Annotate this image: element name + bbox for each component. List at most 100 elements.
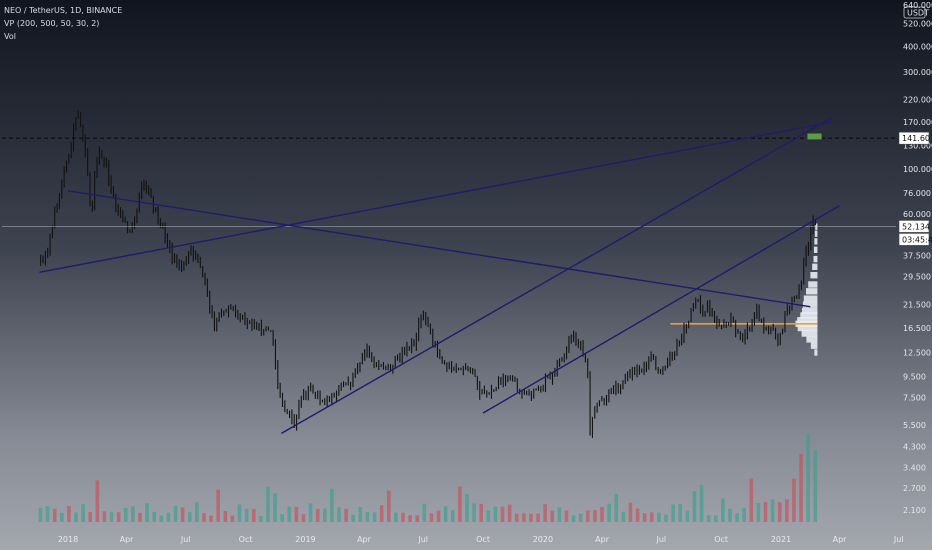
volume-profile-bin [805,288,818,295]
volume-bar [209,515,213,522]
currency-badge [903,6,926,19]
volume-bar [529,513,533,522]
volume-bar [657,512,661,522]
volume-bar [45,506,50,522]
time-tick-label: Oct [714,535,728,544]
price-tick-label: 7.500 [903,394,926,403]
volume-bar [536,513,540,522]
volume-bar [287,506,292,522]
drawings[interactable] [2,116,896,435]
volume-bar [251,509,256,522]
volume-bar [507,504,512,522]
time-tick-label: Apr [357,535,372,544]
time-tick-label: Jul [417,535,428,544]
trendline [67,190,811,308]
volume-bar [642,513,647,522]
volume-profile-bin [810,272,818,279]
volume-profile-bin [802,307,818,315]
volume-bar [379,505,384,522]
volume-bar [735,513,739,522]
volume-profile-bin [803,295,818,302]
time-axis[interactable]: 2018 Apr Jul Oct 2019 Apr Jul Oct 2020 Apr Jul Oct 2… [58,535,904,544]
volume-bar [422,503,427,522]
volume-bar [543,504,547,522]
price-tick-label: 100.000 [903,165,932,174]
volume-bar [102,511,107,522]
time-tick-label: Oct [476,535,490,544]
price-tick-label: 400.000 [903,42,932,51]
time-tick-label: Oct [239,535,253,544]
volume-bar [138,512,142,522]
volume-bar [578,513,583,522]
time-tick-label: Jul [180,535,191,544]
volume-bar [315,508,320,522]
volume-bar [713,515,718,522]
volume-bar [180,507,185,522]
volume-bar [273,493,277,522]
volume-bar [38,507,43,522]
volume-bar [109,512,114,522]
price-series [40,110,817,438]
volume-bars [38,433,818,522]
volume-bar [394,512,398,522]
volume-bar [223,511,228,522]
volume-bar [166,512,171,522]
volume-bar [344,508,348,522]
volume-profile-bin [797,317,818,324]
volume-bar [216,489,220,522]
volume-bar [806,433,810,522]
price-tick-label: 170.000 [903,118,932,127]
time-tick-label: Jul [893,535,904,544]
currency-badge-label: USDT [907,9,929,18]
volume-bar [372,512,377,522]
volume-bar [266,486,270,522]
price-tick-label: 3.400 [903,463,926,472]
price-tick-label: 9.500 [903,373,926,382]
price-tick-label: 37.500 [903,252,931,261]
time-tick-label: Jul [655,535,666,544]
volume-bar [685,510,690,522]
price-axis[interactable]: 520.000 400.000 300.000 220.000 170.000 130.0… [903,1,932,515]
price-tick-label: 60.000 [903,210,931,219]
volume-bar [706,515,711,522]
volume-profile-bin [810,342,818,349]
countdown-label-bg [898,233,930,246]
symbol-title[interactable]: NEO / TetherUS, 1D, BINANCE [4,6,123,15]
volume-bar [280,514,284,522]
volume-bar [301,514,306,522]
indicator-vp-label[interactable]: VP (200, 500, 50, 30, 2) [4,19,100,28]
volume-bar [74,512,78,522]
volume-profile-bin [813,246,818,254]
volume-bar [500,506,505,522]
volume-bar [742,507,746,522]
volume-bar [436,510,441,522]
volume-bar [678,503,683,522]
indicator-vol-label[interactable]: Vol [4,32,16,41]
volume-bar [465,494,469,522]
volume-bar [557,507,562,522]
volume-bar [763,502,768,522]
volume-bar [607,503,611,522]
volume-profile-bin [814,230,818,237]
volume-bar [664,514,668,522]
price-tick-label: 4.300 [903,443,926,452]
time-tick-label: 2018 [58,535,78,544]
volume-bar [493,506,498,522]
volume-bar [649,512,654,522]
trendline [39,121,832,273]
price-labels: 141.601 52.134 03:45:45 [898,131,932,246]
volume-bar [479,503,483,522]
volume-profile [670,223,818,356]
volume-bar [458,486,462,522]
volume-bar [564,510,569,522]
volume-bar [522,513,526,522]
volume-bar [621,511,626,522]
volume-bar [415,515,420,522]
volume-bar [792,478,796,522]
trendline [482,204,840,414]
volume-profile-bin [814,238,818,245]
current-price-label: 52.134 [902,222,930,231]
volume-bar [123,507,128,522]
price-tick-label: 2.700 [903,484,926,493]
